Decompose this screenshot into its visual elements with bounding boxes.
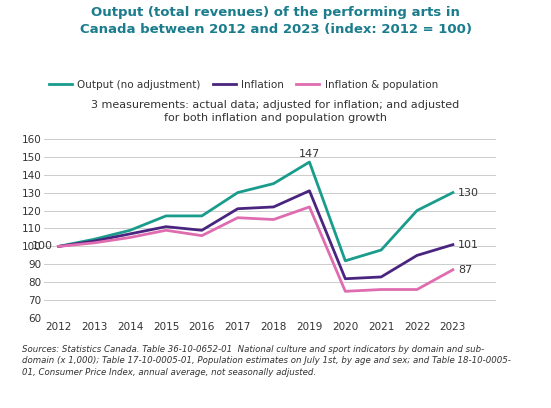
Text: 101: 101 xyxy=(458,239,479,250)
Legend: Output (no adjustment), Inflation, Inflation & population: Output (no adjustment), Inflation, Infla… xyxy=(45,76,442,94)
Text: 87: 87 xyxy=(458,265,473,275)
Text: 130: 130 xyxy=(458,188,479,197)
Text: Sources: Statistics Canada. Table 36-10-0652-01  National culture and sport indi: Sources: Statistics Canada. Table 36-10-… xyxy=(22,345,511,377)
Text: 147: 147 xyxy=(299,149,320,160)
Text: Output (total revenues) of the performing arts in
Canada between 2012 and 2023 (: Output (total revenues) of the performin… xyxy=(79,6,472,36)
Text: 3 measurements: actual data; adjusted for inflation; and adjusted
for both infla: 3 measurements: actual data; adjusted fo… xyxy=(91,100,460,123)
Text: 100: 100 xyxy=(32,242,53,251)
